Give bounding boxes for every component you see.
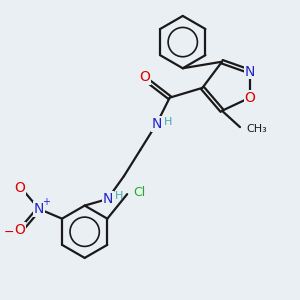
Text: O: O bbox=[14, 181, 25, 195]
Text: +: + bbox=[42, 197, 50, 207]
Text: H: H bbox=[164, 117, 172, 127]
Text: O: O bbox=[244, 91, 255, 105]
Text: Cl: Cl bbox=[134, 186, 146, 199]
Text: N: N bbox=[152, 117, 162, 131]
Text: N: N bbox=[244, 64, 255, 79]
Text: N: N bbox=[102, 192, 113, 206]
Text: N: N bbox=[34, 202, 44, 216]
Text: −: − bbox=[3, 226, 14, 239]
Text: O: O bbox=[140, 70, 151, 84]
Text: H: H bbox=[115, 191, 123, 201]
Text: CH₃: CH₃ bbox=[246, 124, 267, 134]
Text: O: O bbox=[14, 223, 25, 237]
